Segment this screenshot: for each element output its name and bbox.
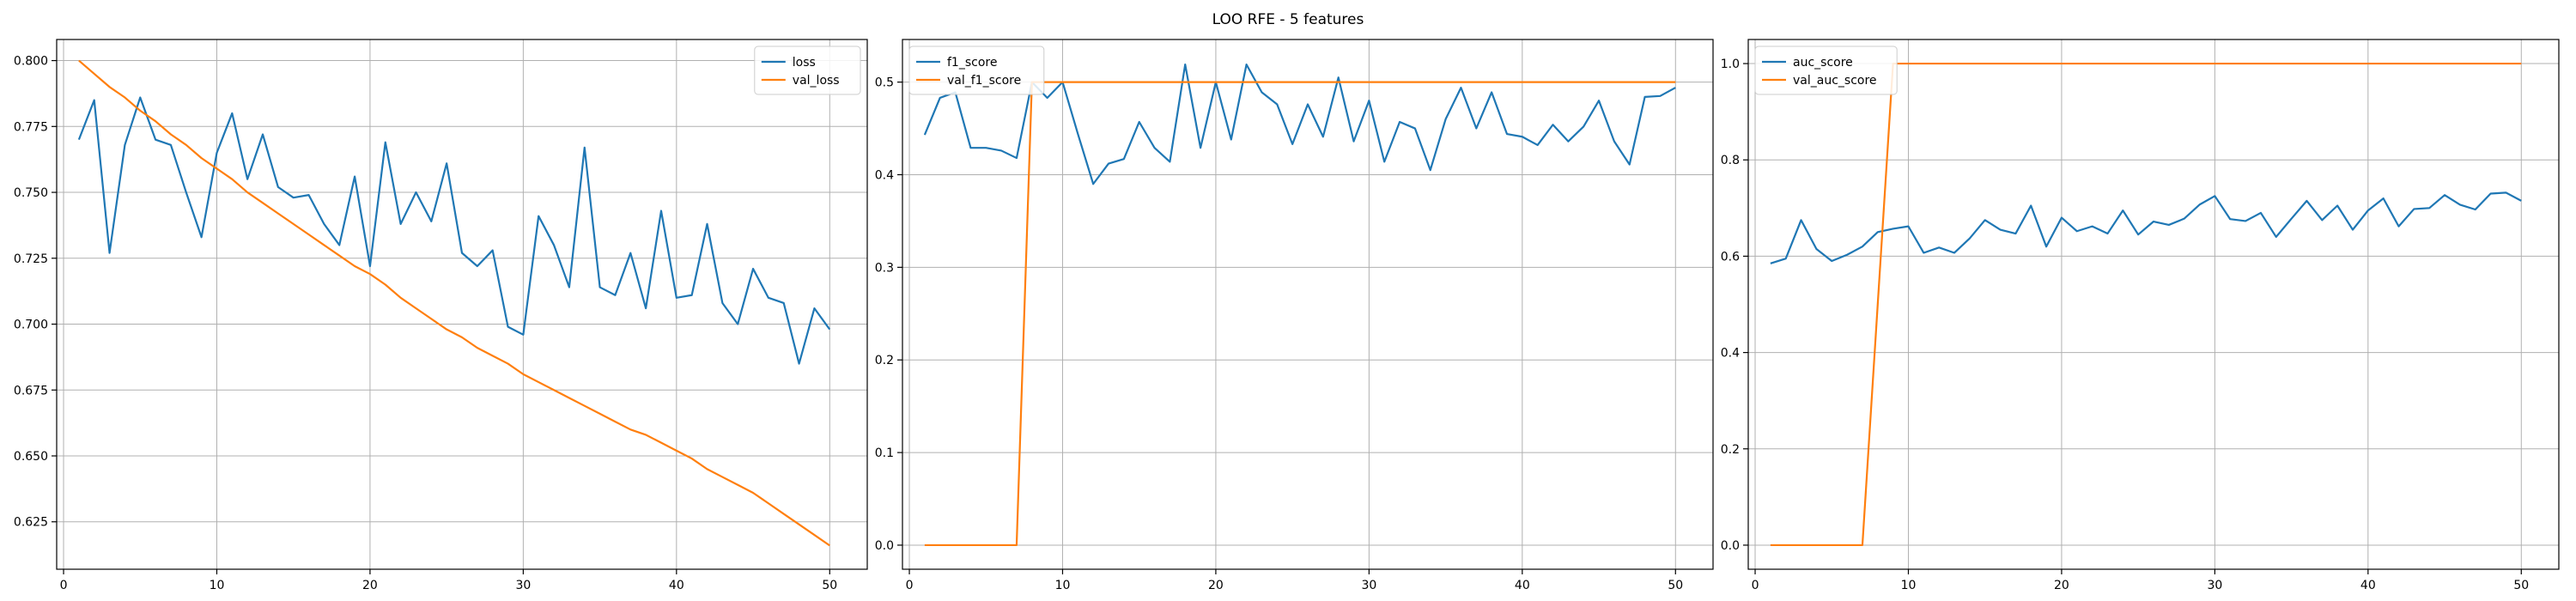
legend-box (754, 46, 861, 95)
x-tick-label: 20 (1208, 579, 1224, 592)
legend-label: val_auc_score (1793, 74, 1877, 88)
x-tick-label: 0 (906, 579, 914, 592)
x-tick-label: 0 (1752, 579, 1759, 592)
y-tick-label: 0.2 (1721, 443, 1740, 457)
y-tick-label: 0.625 (14, 516, 48, 530)
series-line-loss (77, 96, 831, 365)
x-tick-label: 50 (2513, 579, 2529, 592)
x-tick-label: 30 (2207, 579, 2222, 592)
y-tick-label: 0.0 (875, 539, 894, 553)
legend: auc_score val_auc_score (1754, 46, 1898, 95)
x-tick-label: 50 (822, 579, 837, 592)
chart-3: 0 10 20 30 40 50 0.0 0.2 0.4 0.6 0.8 1.0 auc_scoreva… (1721, 39, 2560, 592)
x-tick-label: 30 (515, 579, 531, 592)
y-tick-label: 0.1 (875, 446, 894, 460)
x-tick-label: 40 (2360, 579, 2376, 592)
y-tick-label: 0.650 (14, 450, 48, 464)
y-tick-label: 0.4 (875, 168, 894, 182)
figure-title: LOO RFE - 5 features (1212, 11, 1364, 28)
y-tick-label: 0.8 (1721, 154, 1740, 167)
legend-label: val_f1_score (947, 74, 1021, 88)
y-tick-label: 1.0 (1721, 58, 1740, 71)
axes-frame (902, 39, 1714, 570)
x-tick-label: 10 (210, 579, 225, 592)
series-line-val-f1-score (924, 81, 1676, 547)
y-tick-label: 0.750 (14, 186, 48, 200)
chart-1: 0 10 20 30 40 50 0.625 0.650 0.675 0.700 0.725 0.75… (14, 39, 868, 592)
y-tick-label: 0.3 (875, 261, 894, 275)
legend: loss val_loss (754, 46, 861, 95)
x-tick-label: 20 (2054, 579, 2069, 592)
x-tick-label: 10 (1055, 579, 1071, 592)
series-line-f1-score (923, 64, 1676, 185)
x-tick-label: 40 (1515, 579, 1530, 592)
y-tick-label: 0.0 (1721, 539, 1740, 553)
x-tick-label: 20 (362, 579, 378, 592)
y-tick-label: 0.2 (875, 354, 894, 367)
chart-2: 0 10 20 30 40 50 0.0 0.1 0.2 0.3 0.4 0.5 f1_scoreval… (875, 39, 1714, 592)
series-line-val-auc-score (1770, 62, 2522, 547)
y-tick-label: 0.800 (14, 55, 48, 69)
x-tick-label: 10 (1901, 579, 1917, 592)
y-tick-label: 0.5 (875, 76, 894, 90)
legend-box (908, 46, 1045, 95)
y-tick-label: 0.700 (14, 319, 48, 332)
x-tick-label: 30 (1361, 579, 1376, 592)
legend-label: val_loss (793, 74, 840, 88)
y-tick-label: 0.675 (14, 384, 48, 398)
series-line-val-loss (78, 59, 830, 547)
y-tick-label: 0.4 (1721, 347, 1740, 361)
x-tick-label: 0 (60, 579, 68, 592)
axes-frame (1747, 39, 2560, 570)
y-tick-label: 0.775 (14, 120, 48, 134)
legend-label: f1_score (947, 56, 997, 70)
axes-frame (56, 39, 868, 570)
x-tick-label: 40 (669, 579, 684, 592)
y-tick-label: 0.6 (1721, 250, 1740, 264)
series-line-auc-score (1770, 191, 2522, 264)
legend: f1_score val_f1_score (908, 46, 1045, 95)
legend-box (1754, 46, 1898, 95)
legend-label: auc_score (1793, 56, 1853, 70)
x-tick-label: 50 (1668, 579, 1683, 592)
y-tick-label: 0.725 (14, 252, 48, 266)
legend-label: loss (793, 56, 816, 70)
